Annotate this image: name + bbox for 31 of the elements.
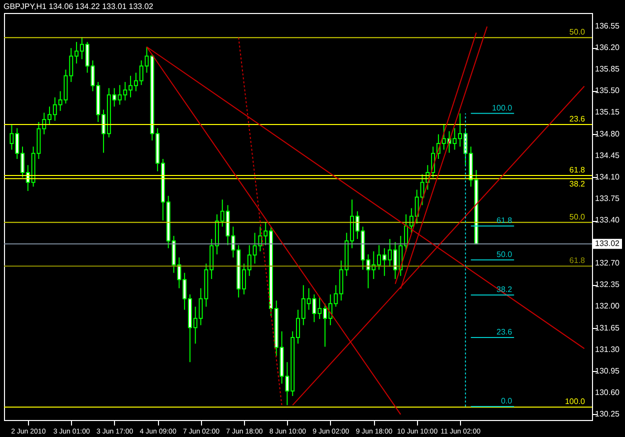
y-tick-label: 134.80	[595, 129, 620, 138]
annotation: 61.8	[569, 166, 586, 175]
annotation: 38.2	[569, 180, 586, 189]
annotation: 100.0	[564, 397, 586, 406]
y-tick-label: 131.65	[595, 323, 620, 332]
y-tick-label: 133.75	[595, 194, 620, 203]
y-tick-label: 134.10	[595, 172, 620, 182]
y-tick-label: 134.45	[595, 150, 620, 160]
y-tick-label: 130.60	[595, 388, 620, 397]
annotation: 100.0	[492, 103, 513, 112]
ref-line-label: 133.02	[595, 238, 620, 248]
annotation: 61.8	[569, 256, 586, 266]
chart-title: GBPJPY,H1 134.06 134.22 133.01 133.02	[4, 2, 154, 11]
y-tick-label: 130.25	[595, 409, 620, 418]
y-tick-label: 135.50	[595, 86, 620, 96]
y-tick-label: 136.55	[595, 22, 620, 31]
y-tick-label: 135.15	[595, 108, 620, 117]
y-tick-label: 132.35	[595, 280, 620, 290]
annotation: 50.0	[569, 28, 586, 37]
annotation: 50.0	[569, 212, 586, 222]
annotation: 23.6	[569, 114, 586, 124]
annotation: 0.0	[500, 396, 513, 406]
y-tick-label: 131.30	[595, 344, 620, 354]
y-tick-label: 136.20	[595, 43, 620, 52]
annotation: 23.6	[496, 327, 513, 336]
y-tick-label: 132.70	[595, 258, 620, 268]
annotation: 50.0	[496, 250, 513, 259]
y-tick-label: 135.85	[595, 64, 620, 74]
y-tick-label: 132.00	[595, 302, 620, 311]
y-tick-label: 133.40	[595, 216, 620, 224]
y-tick-label: 130.95	[595, 366, 620, 376]
